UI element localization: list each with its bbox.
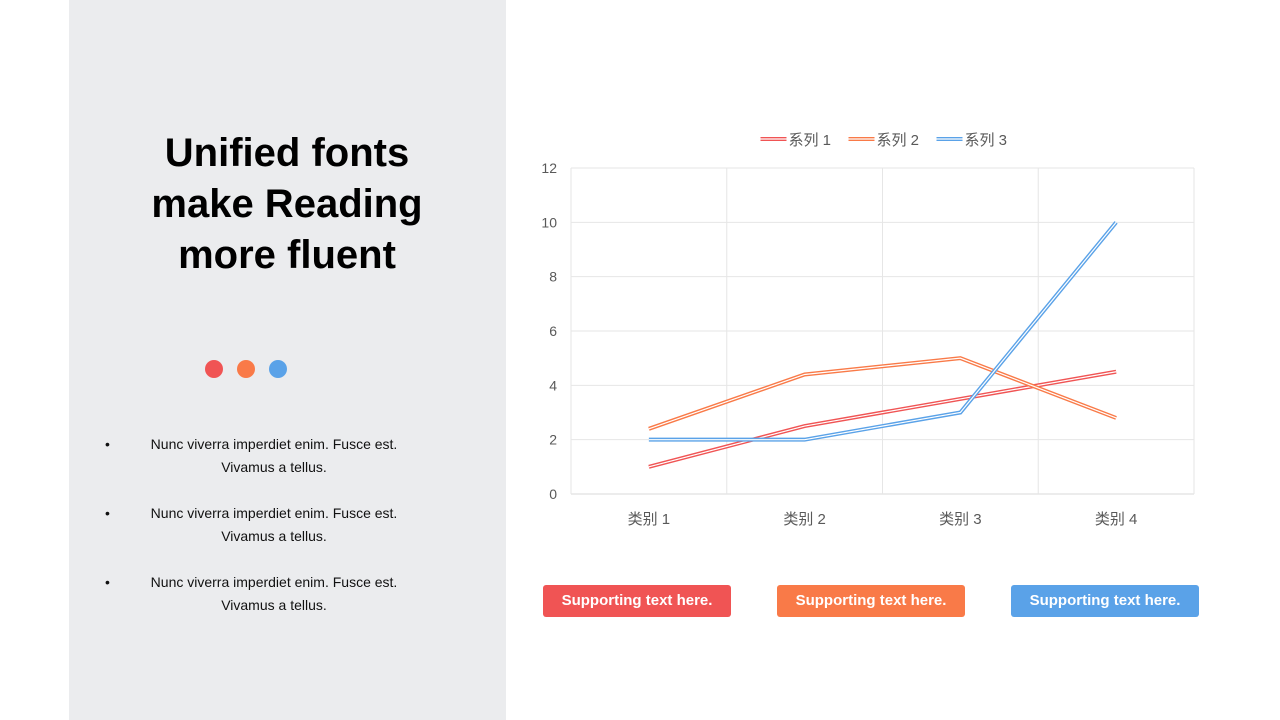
x-tick-label: 类别 1 [628,511,671,528]
bullet-list: • Nunc viverra imperdiet enim. Fusce est… [105,433,425,640]
y-tick-label: 12 [541,160,557,176]
legend-label: 系列 1 [789,132,832,149]
line-chart: 0 2 4 6 8 10 12 类别 1 类别 2 类别 3 类别 4 系列 1 系列 2 系列 3 [541,132,1195,528]
series-line-inner [648,371,1117,468]
bullet-dot-icon: • [105,436,110,452]
bullet-dot-icon: • [105,574,110,590]
x-tick-label: 类别 4 [1095,511,1138,528]
bullet-dot-icon: • [105,505,110,521]
series-line-inner [648,357,1117,430]
left-panel: Unified fonts make Reading more fluent •… [69,0,506,720]
bullet-text: Nunc viverra imperdiet enim. Fusce est. … [150,436,398,475]
x-tick-label: 类别 2 [783,511,826,528]
y-tick-label: 4 [549,377,557,393]
bullet-text: Nunc viverra imperdiet enim. Fusce est. … [150,505,398,544]
supporting-text-button-blue[interactable]: Supporting text here. [1011,585,1199,617]
x-tick-label: 类别 3 [939,511,982,528]
supporting-text-button-red[interactable]: Supporting text here. [543,585,731,617]
y-tick-label: 2 [549,432,557,448]
bullet-item: • Nunc viverra imperdiet enim. Fusce est… [105,433,425,479]
blue-dot [269,360,287,378]
bullet-item: • Nunc viverra imperdiet enim. Fusce est… [105,502,425,548]
legend-label: 系列 3 [965,132,1008,149]
orange-dot [237,360,255,378]
red-dot [205,360,223,378]
y-tick-label: 0 [549,486,557,502]
bullet-item: • Nunc viverra imperdiet enim. Fusce est… [105,571,425,617]
y-tick-label: 10 [541,214,557,230]
y-tick-label: 8 [549,269,557,285]
legend-label: 系列 2 [877,132,920,149]
slide-title: Unified fonts make Reading more fluent [151,131,423,277]
series-line-inner [648,221,1117,441]
supporting-text-button-orange[interactable]: Supporting text here. [777,585,965,617]
bullet-text: Nunc viverra imperdiet enim. Fusce est. … [150,574,398,613]
y-tick-label: 6 [549,323,557,339]
